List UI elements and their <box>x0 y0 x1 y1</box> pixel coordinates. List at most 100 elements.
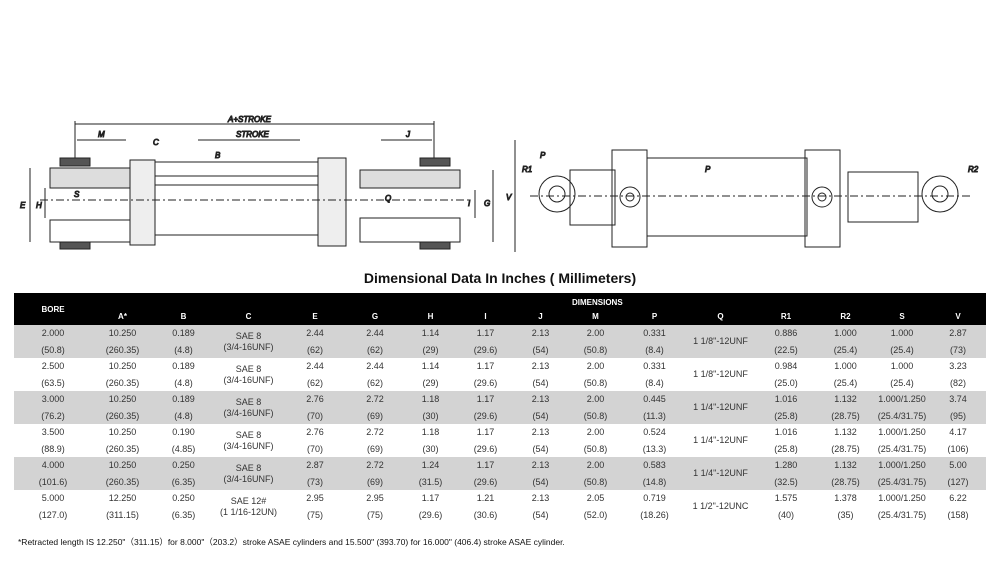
cell-c-mm: (1 1/16-12UN) <box>219 506 278 517</box>
cell-c-mm: (3/4-16UNF) <box>223 440 274 451</box>
cell-r2-mm: (28.75) <box>831 443 860 454</box>
cell-r2-mm: (28.75) <box>817 407 874 424</box>
label-stroke: STROKE <box>236 130 270 139</box>
cell-i-inch: 1.17 <box>476 361 495 371</box>
table-row: 3.000 10.250 0.189 SAE 8 (3/4-16UNF) 2.76 2.72… <box>14 391 987 424</box>
cell-p-inch: 0.719 <box>643 493 666 503</box>
cell-c-mm: (3/4-16UNF) <box>223 407 274 418</box>
cell-m-mm: (50.8) <box>583 377 608 388</box>
dimensions-group-header: DIMENSIONS <box>568 293 987 307</box>
cell-r2-mm: (25.4) <box>817 341 874 358</box>
cell-b-mm: (4.85) <box>171 443 196 454</box>
cell-r1-inch: 1.280 <box>755 457 817 474</box>
cell-i-inch: 1.17 <box>458 325 513 342</box>
cell-e-mm: (70) <box>283 407 347 424</box>
cell-c: SAE 12# (1 1/16-12UN) <box>214 490 283 523</box>
cell-bore-mm: (127.0) <box>38 509 68 520</box>
table-row: (127.0) (311.15) (6.35) (75) (75) (29.6) (30.6… <box>14 507 986 524</box>
label-c: C <box>153 138 159 147</box>
cell-h-inch: 1.18 <box>403 391 458 408</box>
cell-p-inch: 0.331 <box>623 325 686 342</box>
cell-v-inch: 2.87 <box>930 325 987 342</box>
cell-c: SAE 8 (3/4-16UNF) <box>214 358 283 391</box>
column-header-p: P <box>623 307 686 325</box>
cell-h-mm: (29.6) <box>418 509 443 520</box>
cell-bore-inch: 5.000 <box>41 493 65 503</box>
cell-r2-inch: 1.132 <box>817 457 874 474</box>
label-a-stroke: A+STROKE <box>227 115 272 124</box>
cell-r1-inch: 0.984 <box>774 361 798 371</box>
cell-r1-mm: (22.5) <box>755 341 817 358</box>
column-header-r1: R1 <box>755 307 817 325</box>
dimensional-data-table: BORE DIMENSIONS A* B C E G H I J M P Q R1 R2 S V 2.000… <box>14 293 987 524</box>
cell-j-inch: 2.13 <box>513 391 568 408</box>
cell-s-inch: 1.000/1.250 <box>878 493 926 503</box>
cell-c-mm: (3/4-16UNF) <box>223 473 274 484</box>
cell-b-mm: (6.35) <box>171 509 196 520</box>
cell-m-mm: (50.8) <box>568 407 623 424</box>
cell-h-mm: (29) <box>403 341 458 358</box>
cell-j-inch: 2.13 <box>513 457 568 474</box>
cell-a-mm: (260.35) <box>92 407 153 424</box>
cell-bore-mm: (63.5) <box>41 377 65 388</box>
cell-c-inch: SAE 8 <box>235 363 262 374</box>
cell-q: 1 1/8"-12UNF <box>686 325 755 358</box>
label-e: E <box>20 201 26 210</box>
cell-bore-mm: (50.8) <box>14 341 92 358</box>
cell-j-mm: (54) <box>513 341 568 358</box>
cell-v-inch: 5.00 <box>930 457 987 474</box>
table-row: (88.9) (260.35) (4.85) (70) (69) (30) (29.6) (5… <box>14 441 986 458</box>
cell-g-inch: 2.72 <box>366 427 384 437</box>
cell-p-mm: (8.4) <box>645 377 664 388</box>
cell-h-inch: 1.14 <box>403 325 458 342</box>
cell-v-inch: 6.22 <box>949 493 967 503</box>
cell-j-mm: (54) <box>532 377 549 388</box>
column-header-e: E <box>283 307 347 325</box>
cell-a-inch: 10.250 <box>108 427 137 437</box>
cell-g-mm: (75) <box>366 509 383 520</box>
cell-a-mm: (311.15) <box>106 509 139 520</box>
cell-a-mm: (260.35) <box>105 377 140 388</box>
cell-v-mm: (158) <box>947 509 969 520</box>
cell-bore-inch: 3.000 <box>14 391 92 408</box>
side-section-view: A+STROKE M STROKE J B C E H S Q I G <box>20 115 494 250</box>
table-row: (63.5) (260.35) (4.8) (62) (62) (29) (29.6) (54… <box>14 375 986 392</box>
cell-s-mm: (25.4/31.75) <box>874 407 930 424</box>
cell-e-inch: 2.44 <box>306 361 324 371</box>
cell-m-inch: 2.00 <box>586 427 605 437</box>
label-v: V <box>506 193 512 202</box>
column-header-c: C <box>214 307 283 325</box>
cell-j-mm: (54) <box>532 509 549 520</box>
cell-g-inch: 2.44 <box>366 361 384 371</box>
cell-g-mm: (69) <box>347 473 403 490</box>
column-header-s: S <box>874 307 930 325</box>
cell-r1-inch: 1.016 <box>774 427 798 437</box>
cell-v-mm: (82) <box>950 377 967 388</box>
label-g: G <box>484 199 490 208</box>
cell-r1-inch: 0.886 <box>755 325 817 342</box>
cell-m-mm: (52.0) <box>583 509 608 520</box>
cell-p-mm: (13.3) <box>642 443 667 454</box>
label-s: S <box>74 190 80 199</box>
column-header-bore: BORE <box>14 293 92 325</box>
cell-a-mm: (260.35) <box>105 443 140 454</box>
cell-a-inch: 12.250 <box>108 493 137 503</box>
cell-b-inch: 0.250 <box>172 493 195 503</box>
column-header-r2: R2 <box>817 307 874 325</box>
cell-e-inch: 2.87 <box>283 457 347 474</box>
label-b: B <box>215 151 221 160</box>
end-view: V R1 P P R2 <box>506 140 979 252</box>
cell-r2-inch: 1.000 <box>834 361 857 371</box>
cell-r2-inch: 1.378 <box>834 493 857 503</box>
cell-e-mm: (62) <box>283 341 347 358</box>
cell-s-mm: (25.4/31.75) <box>874 473 930 490</box>
cell-h-inch: 1.24 <box>403 457 458 474</box>
cell-h-mm: (30) <box>403 407 458 424</box>
cell-i-mm: (29.6) <box>473 377 498 388</box>
cell-g-mm: (69) <box>347 407 403 424</box>
table-row: 3.500 10.250 0.190 SAE 8 (3/4-16UNF) 2.76 2.72… <box>14 424 986 451</box>
cell-m-inch: 2.00 <box>568 325 623 342</box>
cell-r2-mm: (28.75) <box>817 473 874 490</box>
column-header-q: Q <box>686 307 755 325</box>
cell-r1-mm: (32.5) <box>755 473 817 490</box>
